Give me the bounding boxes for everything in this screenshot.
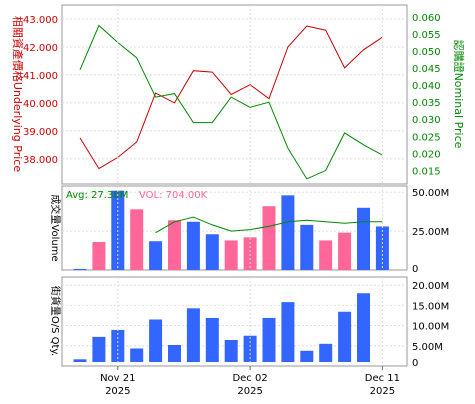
volume-bar bbox=[262, 206, 276, 270]
left-tick-label: 42.000 bbox=[23, 43, 58, 54]
x-tick-year: 2025 bbox=[105, 386, 130, 397]
volume-bar bbox=[375, 226, 389, 270]
volume-bar bbox=[186, 221, 200, 270]
nominal-price-line bbox=[79, 24, 383, 180]
os-qty-tick-label: 0 bbox=[412, 358, 418, 369]
os-qty-tick-label: 5.00M bbox=[412, 342, 443, 353]
left-tick-label: 40.000 bbox=[23, 99, 58, 110]
right-tick-label: 0.055 bbox=[412, 30, 441, 41]
right-tick-label: 0.015 bbox=[412, 166, 441, 177]
volume-bar bbox=[205, 234, 219, 270]
right-axis-label: 認購證Nominal Price bbox=[452, 40, 466, 149]
price-grid bbox=[62, 18, 407, 160]
volume-bar bbox=[73, 268, 87, 270]
right-tick-label: 0.045 bbox=[412, 64, 441, 75]
volume-axis-ticks: 0 25.00M 50.00M bbox=[412, 188, 449, 275]
volume-bar bbox=[130, 209, 144, 270]
volume-tick-label: 50.00M bbox=[412, 188, 449, 199]
os-qty-tick-label: 15.00M bbox=[412, 301, 449, 312]
left-axis-label: 相關資產價格Underlying Price bbox=[11, 16, 25, 172]
right-tick-label: 0.035 bbox=[412, 98, 441, 109]
os-qty-bar bbox=[224, 339, 238, 362]
os-qty-bar bbox=[357, 293, 370, 362]
right-tick-label: 0.025 bbox=[412, 132, 441, 143]
volume-bar bbox=[92, 242, 106, 270]
volume-panel: 0 25.00M 50.00M Avg: 27.38M VOL: 704.00K 成… bbox=[49, 185, 449, 275]
volume-bar bbox=[319, 240, 333, 270]
volume-average-line bbox=[155, 216, 383, 234]
right-tick-label: 0.030 bbox=[412, 115, 441, 126]
os-qty-bar bbox=[149, 319, 163, 362]
volume-bar bbox=[168, 220, 181, 270]
volume-bar bbox=[281, 195, 295, 270]
volume-tick-label: 25.00M bbox=[412, 227, 449, 238]
x-tick-year: 2025 bbox=[370, 386, 395, 397]
volume-bar bbox=[357, 207, 370, 270]
os-qty-bar bbox=[338, 311, 352, 362]
volume-avg-legend: Avg: 27.38M bbox=[66, 190, 128, 201]
right-tick-label: 0.060 bbox=[412, 13, 441, 24]
price-panel: 38.000 39.000 40.000 41.000 42.000 43.000 0.0… bbox=[11, 4, 466, 185]
os-qty-bar bbox=[319, 343, 333, 362]
volume-bar bbox=[300, 224, 314, 270]
x-tick-label: Dec 11 bbox=[365, 373, 400, 384]
x-tick-year: 2025 bbox=[237, 386, 262, 397]
volume-bar bbox=[224, 240, 238, 270]
os-qty-bar bbox=[262, 317, 276, 362]
right-tick-label: 0.050 bbox=[412, 47, 441, 58]
volume-bar bbox=[243, 237, 257, 270]
x-axis: Nov 21 2025 Dec 02 2025 Dec 11 2025 bbox=[100, 5, 400, 397]
os-qty-axis-ticks: 0 5.00M 10.00M 15.00M 20.00M bbox=[412, 281, 449, 369]
os-qty-bar bbox=[281, 302, 295, 362]
left-tick-label: 41.000 bbox=[23, 71, 58, 82]
volume-bar bbox=[338, 232, 352, 270]
right-tick-label: 0.020 bbox=[412, 149, 441, 160]
price-right-axis-ticks: 0.015 0.020 0.025 0.030 0.035 0.040 0.045 0.050… bbox=[412, 13, 441, 177]
price-plot-area bbox=[61, 4, 408, 185]
os-qty-bar bbox=[168, 345, 181, 362]
x-tick-label: Nov 21 bbox=[100, 373, 135, 384]
os-qty-bar bbox=[186, 308, 200, 362]
right-tick-label: 0.040 bbox=[412, 81, 441, 92]
volume-bar bbox=[149, 241, 163, 270]
os-qty-tick-label: 10.00M bbox=[412, 322, 449, 333]
os-qty-axis-label: 街貨量O/S Qty. bbox=[49, 286, 62, 356]
os-qty-bar bbox=[130, 348, 144, 362]
x-tick-label: Dec 02 bbox=[232, 373, 267, 384]
os-qty-bar bbox=[300, 350, 314, 362]
left-tick-label: 39.000 bbox=[23, 127, 58, 138]
os-qty-bar bbox=[205, 317, 219, 362]
os-qty-bars bbox=[73, 293, 370, 362]
os-qty-bar bbox=[243, 335, 257, 362]
volume-vol-legend: VOL: 704.00K bbox=[139, 190, 208, 201]
os-qty-bar bbox=[92, 336, 106, 362]
price-left-axis-ticks: 38.000 39.000 40.000 41.000 42.000 43.000 bbox=[23, 15, 58, 166]
underlying-price-line bbox=[79, 25, 383, 170]
left-tick-label: 38.000 bbox=[23, 155, 58, 166]
volume-axis-label: 成交量Volume bbox=[49, 194, 62, 261]
price-series-group bbox=[79, 24, 383, 180]
os-qty-bar bbox=[73, 359, 87, 362]
left-tick-label: 43.000 bbox=[23, 15, 58, 26]
os-qty-tick-label: 20.00M bbox=[412, 281, 449, 292]
volume-tick-label: 0 bbox=[412, 264, 418, 275]
os-qty-panel: 0 5.00M 10.00M 15.00M 20.00M 街貨量O/S Qty. bbox=[49, 276, 449, 369]
